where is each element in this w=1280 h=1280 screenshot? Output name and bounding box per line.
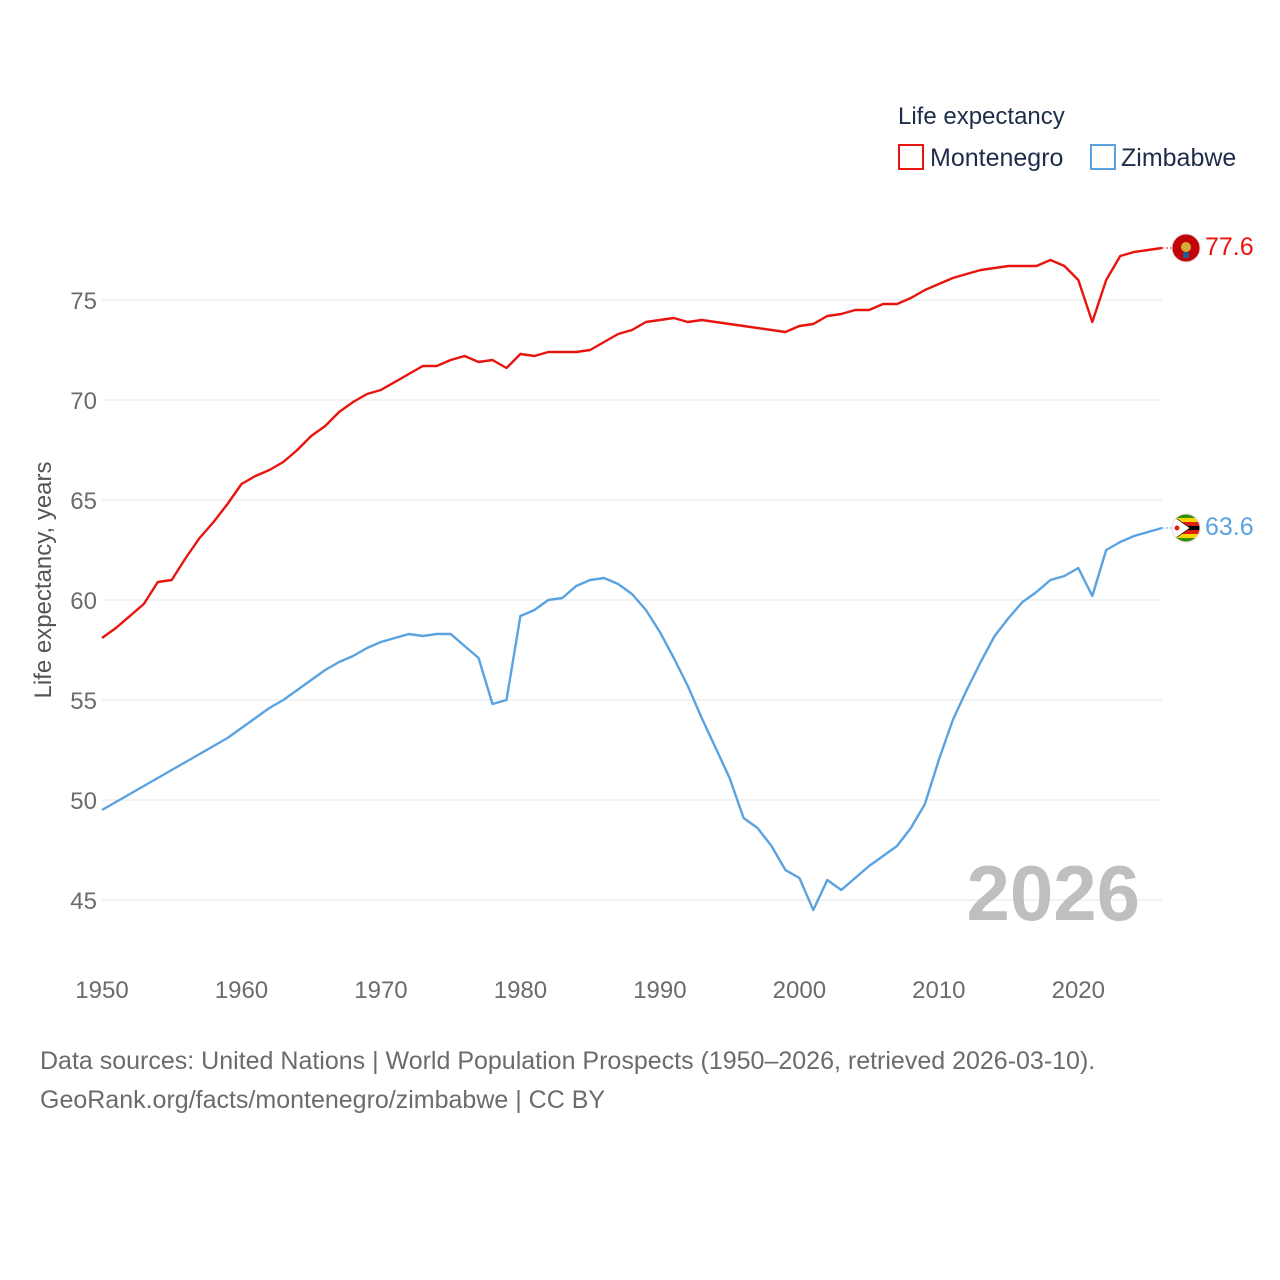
x-tick-label: 1990 [633, 977, 686, 1004]
series-lines [101, 246, 1172, 912]
x-tick-label: 1950 [75, 977, 128, 1004]
y-tick-label: 75 [70, 288, 97, 315]
x-tick-label: 1970 [354, 977, 407, 1004]
y-tick-label: 70 [70, 388, 97, 415]
x-tick-label: 1960 [215, 977, 268, 1004]
y-tick-label: 65 [70, 488, 97, 515]
series-line-zimbabwe[interactable] [101, 526, 1163, 912]
legend-swatch-zimbabwe [1090, 144, 1116, 170]
gridlines [102, 299, 1162, 901]
y-axis-ticks: 45 50 55 60 65 70 75 [70, 288, 97, 915]
legend-label-montenegro: Montenegro [930, 144, 1063, 172]
y-tick-label: 60 [70, 588, 97, 615]
x-axis-ticks: 1950 1960 1970 1980 1990 2000 2010 2020 [75, 977, 1105, 1004]
legend-label-zimbabwe: Zimbabwe [1121, 144, 1236, 172]
legend: Life expectancy Montenegro Zimbabwe [898, 103, 1236, 172]
y-axis-label: Life expectancy, years [30, 461, 57, 698]
x-tick-label: 2020 [1052, 977, 1105, 1004]
end-label-montenegro: 77.6 [1205, 233, 1254, 261]
legend-item-zimbabwe[interactable]: Zimbabwe [1090, 144, 1236, 172]
montenegro-flag-icon [1171, 233, 1201, 263]
series-line-montenegro[interactable] [101, 246, 1163, 639]
credit-line[interactable]: GeoRank.org/facts/montenegro/zimbabwe | … [40, 1086, 606, 1114]
current-year-watermark: 2026 [966, 849, 1140, 937]
source-note: Data sources: United Nations | World Pop… [40, 1042, 1095, 1120]
legend-swatch-montenegro [898, 144, 924, 170]
line-chart: Life expectancy Montenegro Zimbabwe 45 50… [30, 103, 1254, 1004]
y-tick-label: 55 [70, 688, 97, 715]
end-label-zimbabwe: 63.6 [1205, 513, 1254, 541]
zimbabwe-flag-icon [1171, 513, 1201, 543]
legend-title: Life expectancy [898, 103, 1065, 130]
y-tick-label: 45 [70, 888, 97, 915]
x-tick-label: 2010 [912, 977, 965, 1004]
y-tick-label: 50 [70, 788, 97, 815]
data-source-line: Data sources: United Nations | World Pop… [40, 1047, 1096, 1075]
x-tick-label: 1980 [494, 977, 547, 1004]
x-tick-label: 2000 [773, 977, 826, 1004]
legend-item-montenegro[interactable]: Montenegro [898, 144, 1063, 172]
